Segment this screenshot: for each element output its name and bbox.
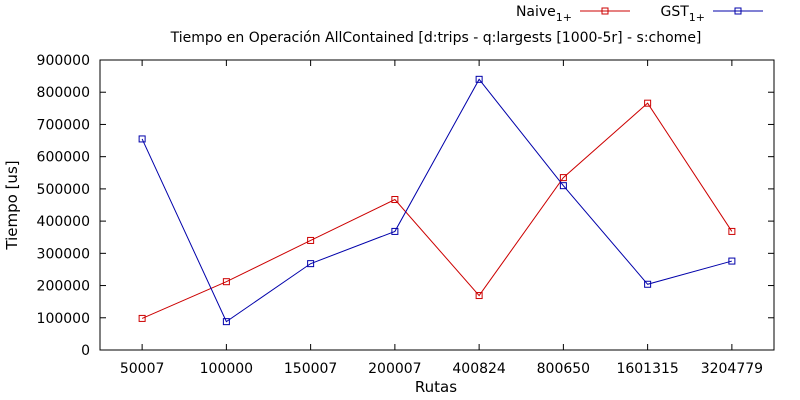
legend-swatch-marker [734, 7, 742, 15]
series-line [141, 102, 733, 319]
y-tick-label: 500000 [37, 182, 90, 198]
y-tick-label: 600000 [37, 150, 90, 166]
y-tick-label: 900000 [37, 53, 90, 69]
x-tick-label: 400824 [452, 361, 506, 377]
data-point [475, 75, 483, 83]
series-naive [138, 99, 736, 322]
data-point [222, 318, 230, 326]
data-point [307, 260, 315, 268]
data-point [138, 314, 146, 322]
legend-label: Naive1+ [516, 4, 572, 24]
x-tick-label: 1601315 [616, 361, 678, 377]
series-layer [138, 75, 736, 326]
y-tick-label: 800000 [37, 85, 90, 101]
data-point [391, 227, 399, 235]
data-point [728, 257, 736, 265]
data-point [644, 280, 652, 288]
y-axis-label: Tiempo [us] [3, 160, 21, 250]
y-axis: 0 100000 200000 300000 400000 500000 600000 700… [37, 53, 774, 359]
legend-swatch-marker [601, 7, 609, 15]
chart-title: Tiempo en Operación AllContained [d:trip… [170, 30, 702, 46]
legend-label: GST1+ [660, 4, 705, 24]
series-line [141, 78, 733, 323]
x-tick-label: 3204779 [701, 361, 763, 377]
legend: Naive1+ GST1+ [516, 4, 763, 24]
data-point [644, 99, 652, 107]
data-point [559, 182, 567, 190]
x-tick-label: 200007 [368, 361, 421, 377]
y-tick-label: 200000 [37, 279, 90, 295]
legend-item-gst: GST1+ [660, 4, 763, 24]
data-point [138, 135, 146, 143]
y-tick-label: 400000 [37, 214, 90, 230]
y-tick-label: 100000 [37, 311, 90, 327]
y-tick-label: 700000 [37, 117, 90, 133]
x-tick-label: 100000 [200, 361, 253, 377]
data-point [391, 196, 399, 204]
data-point [728, 227, 736, 235]
data-point [475, 292, 483, 300]
x-axis: 50007 100000 150007 200007 400824 800650 16013… [120, 60, 763, 377]
data-point [559, 174, 567, 182]
legend-item-naive: Naive1+ [516, 4, 630, 24]
y-tick-label: 300000 [37, 246, 90, 262]
x-tick-label: 800650 [537, 361, 590, 377]
y-tick-label: 0 [81, 343, 90, 359]
data-point [222, 278, 230, 286]
series-gst [138, 75, 736, 326]
data-point [307, 236, 315, 244]
x-tick-label: 150007 [284, 361, 337, 377]
x-tick-label: 50007 [120, 361, 165, 377]
plot-frame [99, 59, 775, 351]
x-axis-label: Rutas [415, 378, 457, 396]
